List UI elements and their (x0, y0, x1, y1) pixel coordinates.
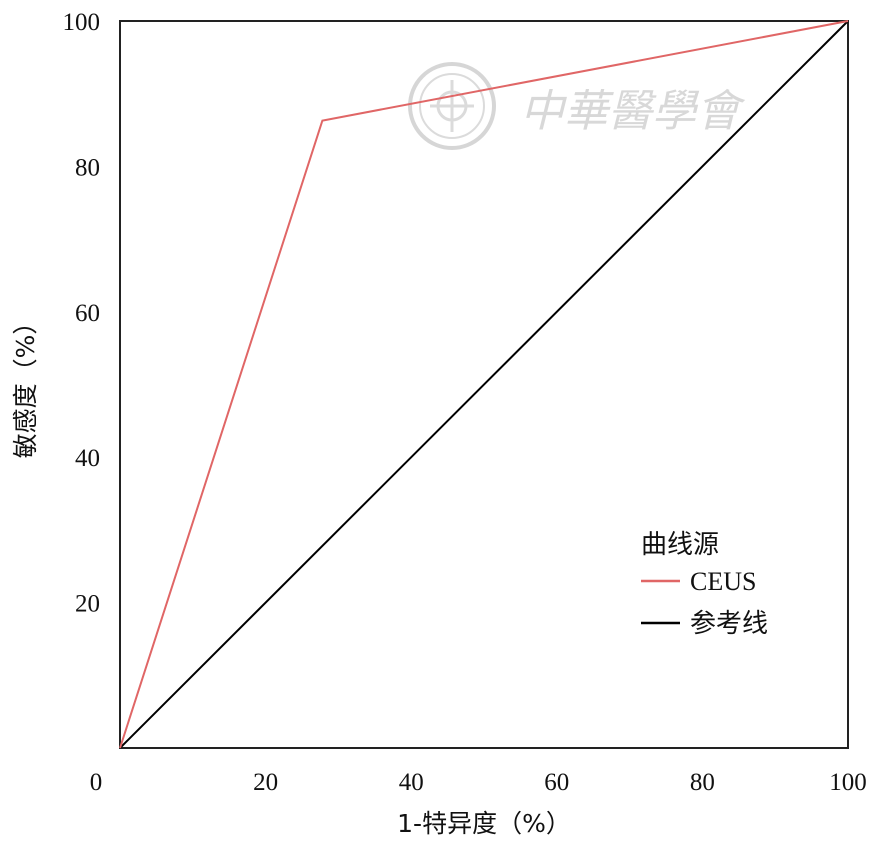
y-tick-label: 40 (75, 445, 100, 472)
y-tick-label: 80 (75, 154, 100, 181)
watermark-text: 中華醫學會 (520, 86, 746, 137)
x-tick-label: 100 (829, 769, 867, 796)
ticks-layer: 0 20 40 60 80 100 20 40 60 80 100 (63, 9, 867, 796)
y-tick-label: 20 (75, 591, 100, 618)
y-tick-label: 100 (63, 9, 101, 36)
legend-label-reference: 参考线 (690, 609, 768, 639)
watermark-seal-icon (408, 62, 496, 150)
legend-label-ceus: CEUS (690, 567, 756, 596)
series-line-reference (119, 20, 849, 749)
legend: 曲线源 CEUS 参考线 (641, 530, 768, 639)
legend-title: 曲线源 (641, 530, 719, 560)
y-tick-label: 60 (75, 300, 100, 327)
x-tick-label: 40 (399, 769, 424, 796)
y-axis-title: 敏感度（%） (11, 310, 40, 459)
series-layer (119, 20, 849, 749)
series-line-ceus (119, 20, 849, 749)
x-tick-label: 80 (690, 769, 715, 796)
x-tick-label: 20 (253, 769, 278, 796)
watermark: 中華醫學會 (408, 62, 746, 150)
x-tick-label: 60 (544, 769, 569, 796)
x-axis-title: 1-特异度（%） (397, 809, 571, 838)
x-tick-label: 0 (90, 769, 103, 796)
plot-frame (119, 20, 849, 749)
